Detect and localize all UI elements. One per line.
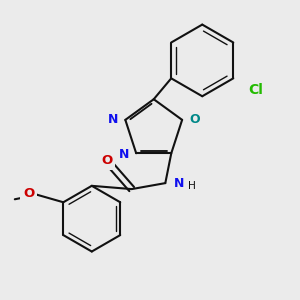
Text: N: N	[174, 177, 184, 190]
Text: O: O	[23, 187, 34, 200]
Text: N: N	[119, 148, 130, 160]
Text: N: N	[108, 112, 118, 126]
Text: Cl: Cl	[248, 83, 263, 97]
Text: O: O	[101, 154, 113, 167]
Text: O: O	[190, 112, 200, 126]
Text: H: H	[188, 181, 196, 191]
